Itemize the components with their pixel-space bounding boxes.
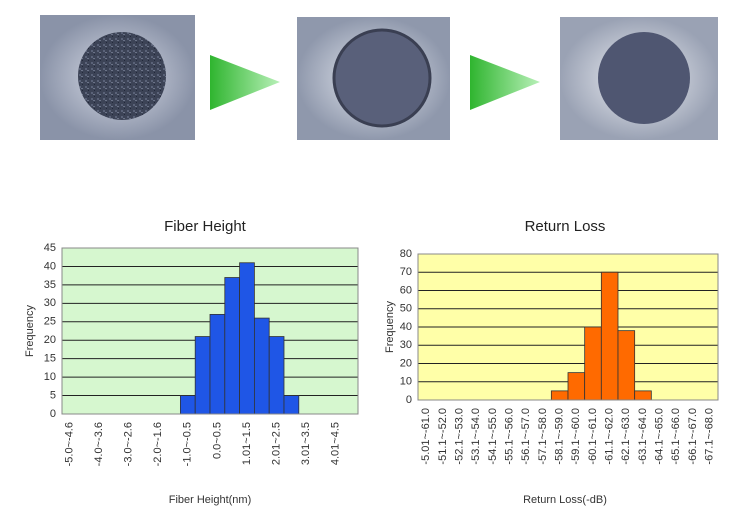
y-axis-label: Frequency	[384, 301, 396, 353]
x-tick-label: -2.0~-1.6	[152, 422, 164, 466]
y-tick-label: 0	[406, 394, 412, 406]
bar	[617, 330, 636, 401]
fiber-end	[332, 28, 432, 128]
fiber-end	[598, 32, 690, 124]
arrow	[210, 55, 280, 110]
bar	[567, 372, 586, 401]
y-axis-label: Frequency	[24, 305, 36, 357]
bar	[209, 313, 226, 415]
y-tick-label: 20	[400, 357, 412, 369]
x-axis-label: Fiber Height(nm)	[169, 494, 252, 506]
y-tick-label: 60	[400, 284, 412, 296]
x-tick-label: -60.1~-61.0	[587, 408, 599, 465]
bar	[224, 277, 241, 415]
x-tick-label: -55.1~-56.0	[504, 408, 516, 465]
fiber-end	[78, 32, 166, 120]
y-tick-label: 40	[44, 260, 56, 272]
x-tick-label: -63.1~-64.0	[637, 408, 649, 465]
y-tick-label: 5	[50, 389, 56, 401]
x-tick-label: 2.01~2.5	[271, 422, 283, 465]
x-tick-label: -54.1~-55.0	[487, 408, 499, 465]
y-tick-label: 25	[44, 316, 56, 328]
x-tick-label: -53.1~-54.0	[470, 408, 482, 465]
x-tick-label: -61.1~-62.0	[604, 408, 616, 465]
y-tick-label: 20	[44, 334, 56, 346]
y-tick-label: 45	[44, 242, 56, 254]
x-tick-label: -5.0~-4.6	[63, 422, 75, 466]
bar	[283, 395, 300, 415]
x-tick-label: 0.0~0.5	[211, 422, 223, 459]
bar	[179, 395, 196, 415]
bar	[600, 271, 619, 401]
y-tick-label: 80	[400, 248, 412, 260]
chart-title: Return Loss	[525, 218, 606, 235]
bar	[584, 326, 602, 401]
y-tick-label: 10	[400, 376, 412, 388]
x-tick-label: 4.01~4.5	[330, 422, 342, 465]
x-tick-label: -56.1~-57.0	[520, 408, 532, 465]
x-tick-label: -64.1~-65.0	[654, 408, 666, 465]
arrow	[470, 55, 540, 110]
x-tick-label: -57.1~-58.0	[537, 408, 549, 465]
x-tick-label: -51.1~-52.0	[437, 408, 449, 465]
x-tick-label: -59.1~-60.0	[570, 408, 582, 465]
y-tick-label: 30	[44, 297, 56, 309]
x-tick-label: -5.01~-61.0	[420, 408, 432, 465]
x-tick-label: 1.01~1.5	[241, 422, 253, 465]
x-axis-label: Return Loss(-dB)	[523, 494, 607, 506]
y-tick-label: 35	[44, 279, 56, 291]
photos	[40, 15, 718, 140]
y-tick-label: 40	[400, 321, 412, 333]
x-tick-label: -4.0~-3.6	[93, 422, 105, 466]
x-tick-label: 3.01~3.5	[300, 422, 312, 465]
y-tick-label: 0	[50, 408, 56, 420]
x-tick-label: -58.1~-59.0	[554, 408, 566, 465]
x-tick-label: -66.1~-67.0	[687, 408, 699, 465]
bar	[634, 390, 652, 401]
y-tick-label: 10	[44, 371, 56, 383]
x-tick-label: -3.0~-2.6	[123, 422, 135, 466]
x-tick-label: -52.1~-53.0	[454, 408, 466, 465]
x-tick-label: -1.0~-0.5	[182, 422, 194, 466]
y-tick-label: 50	[400, 303, 412, 315]
bar	[550, 390, 569, 401]
plot-border	[61, 247, 359, 415]
x-tick-label: -65.1~-66.0	[670, 408, 682, 465]
bar	[253, 317, 270, 415]
y-tick-label: 15	[44, 353, 56, 365]
bar	[268, 336, 285, 415]
y-tick-label: 70	[400, 266, 412, 278]
y-tick-label: 30	[400, 339, 412, 351]
bar	[239, 262, 255, 415]
bar	[194, 336, 211, 415]
x-tick-label: -67.1~-68.0	[704, 408, 716, 465]
chart-title: Fiber Height	[164, 218, 247, 235]
plot-border	[417, 253, 719, 401]
x-tick-label: -62.1~-63.0	[620, 408, 632, 465]
